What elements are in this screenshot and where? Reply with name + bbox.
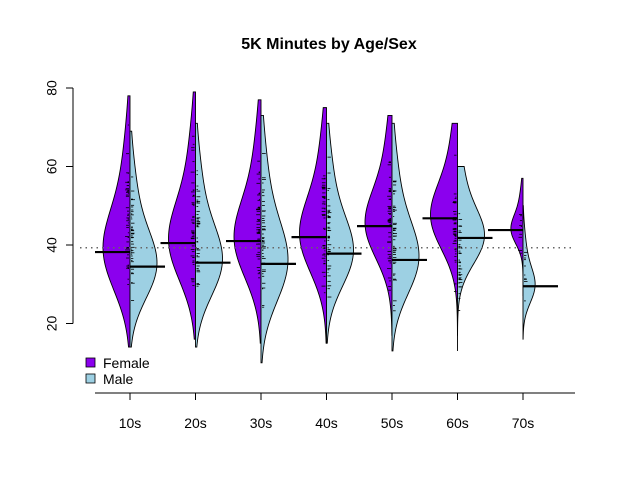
rug-female-10s xyxy=(125,124,129,285)
x-tick-label-20s: 20s xyxy=(184,415,207,431)
bean-male-40s xyxy=(326,122,354,344)
x-tick-label-40s: 40s xyxy=(315,415,338,431)
rug-male-50s xyxy=(393,180,397,312)
bean-female-10s xyxy=(102,95,131,348)
legend-label-female: Female xyxy=(103,355,150,371)
y-tick-label: 80 xyxy=(44,80,60,96)
bean-female-60s xyxy=(430,122,458,336)
rug-female-30s xyxy=(256,160,260,279)
legend-swatch-female xyxy=(85,357,96,368)
bean-male-10s xyxy=(129,130,158,348)
bean-male-20s xyxy=(195,122,223,348)
bean-male-70s xyxy=(522,205,536,340)
x-tick-label-30s: 30s xyxy=(250,415,273,431)
x-tick-label-50s: 50s xyxy=(381,415,404,431)
x-tick-label-10s: 10s xyxy=(119,415,142,431)
x-tick-label-60s: 60s xyxy=(446,415,469,431)
legend-swatch-male xyxy=(85,373,96,384)
bean-female-20s xyxy=(168,91,196,340)
rug-female-50s xyxy=(387,161,391,291)
rug-male-70s xyxy=(524,251,528,302)
beans-layer xyxy=(102,91,536,364)
bean-male-60s xyxy=(457,166,485,351)
rug-female-40s xyxy=(321,175,326,294)
bean-female-30s xyxy=(233,99,262,344)
chart-title: 5K Minutes by Age/Sex xyxy=(241,36,417,53)
x-tick-label-70s: 70s xyxy=(512,415,535,431)
rug-male-20s xyxy=(196,170,201,287)
y-tick-label: 20 xyxy=(44,316,60,332)
rug-male-60s xyxy=(458,213,463,311)
y-tick-label: 40 xyxy=(44,237,60,253)
bean-female-40s xyxy=(299,107,327,344)
rug-male-30s xyxy=(262,153,266,308)
means-layer xyxy=(95,217,558,288)
x-axis: 10s 20s 30s 40s 50s 60s 70s xyxy=(95,392,575,431)
bean-male-50s xyxy=(391,122,420,352)
y-tick-label: 60 xyxy=(44,159,60,175)
rug-male-10s xyxy=(131,176,135,301)
y-axis: 20 40 60 80 xyxy=(44,80,74,332)
rug-male-40s xyxy=(327,156,332,298)
rug-female-20s xyxy=(190,135,195,286)
bean-male-30s xyxy=(260,115,289,364)
legend-label-male: Male xyxy=(103,371,134,387)
